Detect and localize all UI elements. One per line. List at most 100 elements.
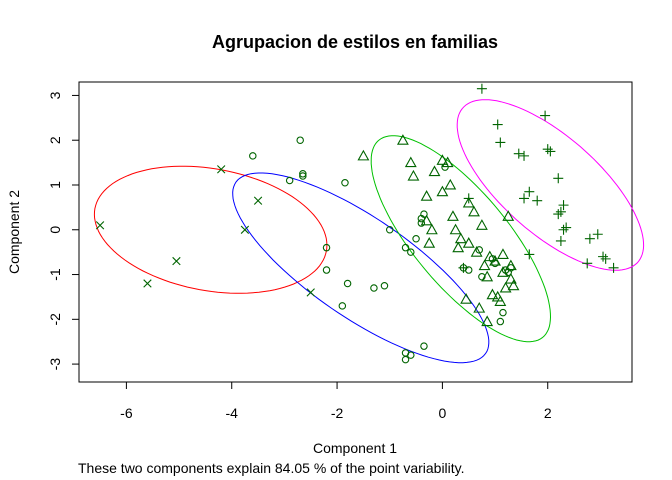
point-triangle [483, 250, 496, 262]
point-circle [420, 210, 428, 218]
x-tick-label: -6 [120, 405, 133, 421]
point-plus [532, 195, 543, 206]
x-tick-label: 2 [544, 405, 552, 421]
point-x [95, 221, 105, 230]
point-triangle [444, 178, 457, 190]
point-triangle [470, 246, 483, 257]
plot-frame [78, 81, 633, 383]
point-triangle [504, 259, 517, 271]
point-triangle [481, 270, 494, 282]
point-plus [558, 200, 569, 211]
point-plus [598, 251, 609, 262]
point-plus [492, 119, 503, 130]
cluster-ellipse-4 [456, 99, 645, 271]
point-triangle [497, 248, 509, 259]
point-triangle [449, 223, 462, 235]
point-circle [417, 219, 426, 227]
cluster-ellipse-2 [232, 172, 490, 364]
point-circle [385, 226, 394, 234]
point-triangle [460, 293, 473, 304]
point-circle [338, 302, 347, 310]
x-axis: -6 -4 -2 0 2 [120, 382, 552, 421]
y-tick-label: 2 [47, 136, 63, 144]
point-triangle [452, 241, 465, 253]
point-plus [519, 150, 530, 161]
point-circle [412, 234, 420, 243]
point-triangle [396, 134, 409, 145]
point-circle [499, 308, 507, 317]
point-triangle [436, 154, 449, 165]
point-triangle [423, 237, 436, 248]
y-tick-label: -1 [47, 268, 63, 281]
point-plus [584, 233, 595, 244]
y-tick-label: -3 [47, 358, 63, 371]
point-plus [540, 110, 551, 121]
point-triangle [494, 295, 507, 306]
point-plus [476, 83, 487, 94]
point-circle [322, 243, 331, 252]
point-circle [507, 264, 515, 272]
point-plus [519, 193, 530, 204]
point-plus [582, 258, 593, 269]
point-triangle [446, 210, 459, 221]
point-circle [407, 248, 415, 256]
x-tick-label: 0 [439, 405, 447, 421]
point-plus [524, 249, 535, 260]
point-plus [513, 148, 524, 159]
variability-footnote: These two components explain 84.05 % of … [78, 460, 465, 476]
point-circle [296, 136, 304, 144]
point-x [143, 279, 152, 288]
cluster-ellipse-1 [93, 165, 328, 294]
point-circle [475, 246, 484, 254]
point-plus [553, 173, 564, 184]
point-triangle [504, 272, 517, 284]
point-triangle [502, 210, 515, 221]
point-triangle [425, 223, 438, 235]
point-triangle [481, 315, 494, 327]
point-circle [401, 355, 410, 364]
point-x [253, 196, 263, 205]
point-circle [464, 266, 473, 274]
y-axis: -3 -2 -1 0 1 2 3 [47, 91, 79, 370]
point-plus [553, 209, 564, 220]
point-circle [478, 273, 486, 281]
point-circle [343, 279, 352, 288]
point-circle [420, 342, 428, 350]
point-triangle [428, 165, 441, 177]
point-circle [380, 281, 389, 290]
point-triangle [454, 232, 467, 244]
point-circle [496, 317, 505, 326]
point-plus [592, 229, 603, 240]
x-tick-label: -2 [331, 405, 344, 421]
point-triangle [475, 219, 488, 230]
point-triangle [462, 237, 475, 248]
point-circle [285, 176, 294, 185]
point-triangle [357, 149, 370, 161]
y-tick-label: -2 [47, 313, 63, 326]
point-triangle [468, 205, 480, 217]
point-x [217, 165, 226, 174]
point-circle [407, 351, 415, 359]
cluster-ellipse-3 [370, 135, 552, 343]
point-triangle [462, 196, 475, 208]
point-circle [299, 172, 307, 180]
point-triangle [420, 214, 433, 226]
point-triangle [404, 156, 417, 168]
point-plus [463, 193, 474, 204]
y-tick-label: 0 [47, 226, 63, 234]
point-triangle [507, 279, 520, 291]
point-plus [542, 144, 553, 155]
point-triangle [441, 156, 454, 168]
point-triangle [486, 288, 499, 300]
point-triangle [478, 259, 491, 271]
y-axis-label: Component 2 [6, 190, 22, 274]
point-triangle [407, 169, 420, 181]
point-circle [341, 178, 349, 187]
point-triangle [489, 254, 502, 266]
point-x [240, 225, 250, 234]
point-triangle [473, 301, 486, 313]
point-x [172, 256, 181, 266]
point-x [306, 288, 315, 297]
cluster-ellipses [93, 99, 645, 364]
